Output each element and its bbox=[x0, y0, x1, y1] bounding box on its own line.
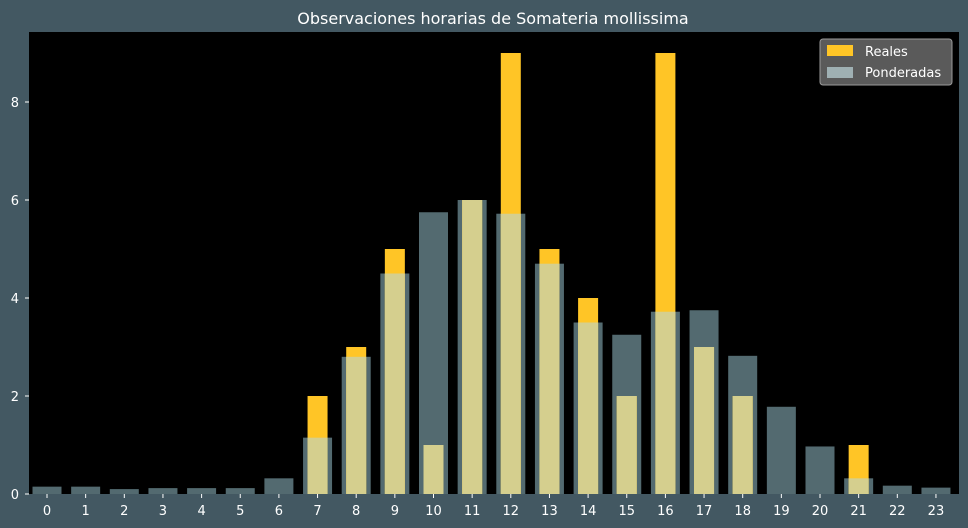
bar-ponderadas-0 bbox=[32, 486, 62, 494]
x-tick-label-14: 14 bbox=[580, 504, 597, 519]
bar-overlap-10 bbox=[423, 445, 444, 494]
bar-ponderadas-1 bbox=[71, 486, 101, 494]
y-axis: 0 2 4 6 8 bbox=[11, 96, 29, 503]
x-tick-label-9: 9 bbox=[391, 504, 399, 519]
y-tick-label-2: 2 bbox=[11, 390, 19, 405]
bar-overlap-9 bbox=[384, 273, 405, 494]
x-tick-label-22: 22 bbox=[889, 504, 906, 519]
x-tick-label-12: 12 bbox=[503, 504, 520, 519]
x-tick-label-0: 0 bbox=[43, 504, 51, 519]
bar-overlap-21 bbox=[848, 478, 869, 494]
bar-overlap-14 bbox=[578, 322, 599, 494]
x-tick-label-3: 3 bbox=[159, 504, 167, 519]
y-tick-label-4: 4 bbox=[11, 292, 19, 307]
x-tick-label-13: 13 bbox=[541, 504, 558, 519]
x-tick-label-1: 1 bbox=[82, 504, 90, 519]
bar-overlap-7 bbox=[307, 437, 328, 494]
bar-ponderadas-23 bbox=[921, 487, 951, 494]
x-tick-label-6: 6 bbox=[275, 504, 283, 519]
bar-ponderadas-22 bbox=[882, 485, 912, 494]
bar-overlap-18 bbox=[732, 396, 753, 494]
legend-swatch-reales bbox=[827, 45, 853, 56]
x-tick-label-10: 10 bbox=[425, 504, 442, 519]
bar-overlap-17 bbox=[694, 347, 715, 494]
y-tick-label-8: 8 bbox=[11, 96, 19, 111]
x-tick-label-15: 15 bbox=[618, 504, 635, 519]
bar-ponderadas-19 bbox=[766, 406, 796, 494]
legend-swatch-ponderadas bbox=[827, 67, 853, 78]
x-tick-label-7: 7 bbox=[313, 504, 321, 519]
x-tick-label-2: 2 bbox=[120, 504, 128, 519]
x-tick-label-19: 19 bbox=[773, 504, 790, 519]
bar-ponderadas-4 bbox=[187, 488, 217, 494]
x-tick-label-17: 17 bbox=[696, 504, 713, 519]
x-tick-label-23: 23 bbox=[928, 504, 945, 519]
bar-ponderadas-5 bbox=[225, 488, 255, 494]
bar-overlap-16 bbox=[655, 311, 676, 494]
bar-overlap-8 bbox=[346, 356, 367, 494]
x-tick-label-21: 21 bbox=[850, 504, 867, 519]
overlap-bars-group bbox=[307, 200, 869, 494]
bar-ponderadas-2 bbox=[109, 489, 139, 494]
plot-area bbox=[29, 32, 959, 494]
bar-ponderadas-6 bbox=[264, 478, 294, 494]
bar-overlap-12 bbox=[500, 213, 521, 494]
x-tick-label-11: 11 bbox=[464, 504, 481, 519]
x-axis: 0 1 2 3 4 5 6 7 8 9 10 11 12 13 14 15 16 17 18 19 20 21 22 23 bbox=[43, 494, 944, 519]
legend-label-ponderadas: Ponderadas bbox=[865, 66, 941, 81]
bar-overlap-11 bbox=[462, 200, 483, 494]
chart-title: Observaciones horarias de Somateria moll… bbox=[297, 9, 688, 28]
x-tick-label-18: 18 bbox=[734, 504, 751, 519]
x-tick-label-8: 8 bbox=[352, 504, 360, 519]
bar-overlap-13 bbox=[539, 263, 560, 494]
bar-overlap-15 bbox=[616, 396, 637, 494]
legend: Reales Ponderadas bbox=[819, 38, 953, 86]
y-tick-label-0: 0 bbox=[11, 488, 19, 503]
x-tick-label-5: 5 bbox=[236, 504, 244, 519]
bar-ponderadas-3 bbox=[148, 488, 178, 494]
x-tick-label-20: 20 bbox=[812, 504, 829, 519]
bar-ponderadas-20 bbox=[805, 446, 835, 494]
x-tick-label-16: 16 bbox=[657, 504, 674, 519]
x-tick-label-4: 4 bbox=[197, 504, 205, 519]
legend-label-reales: Reales bbox=[865, 45, 908, 60]
y-tick-label-6: 6 bbox=[11, 194, 19, 209]
